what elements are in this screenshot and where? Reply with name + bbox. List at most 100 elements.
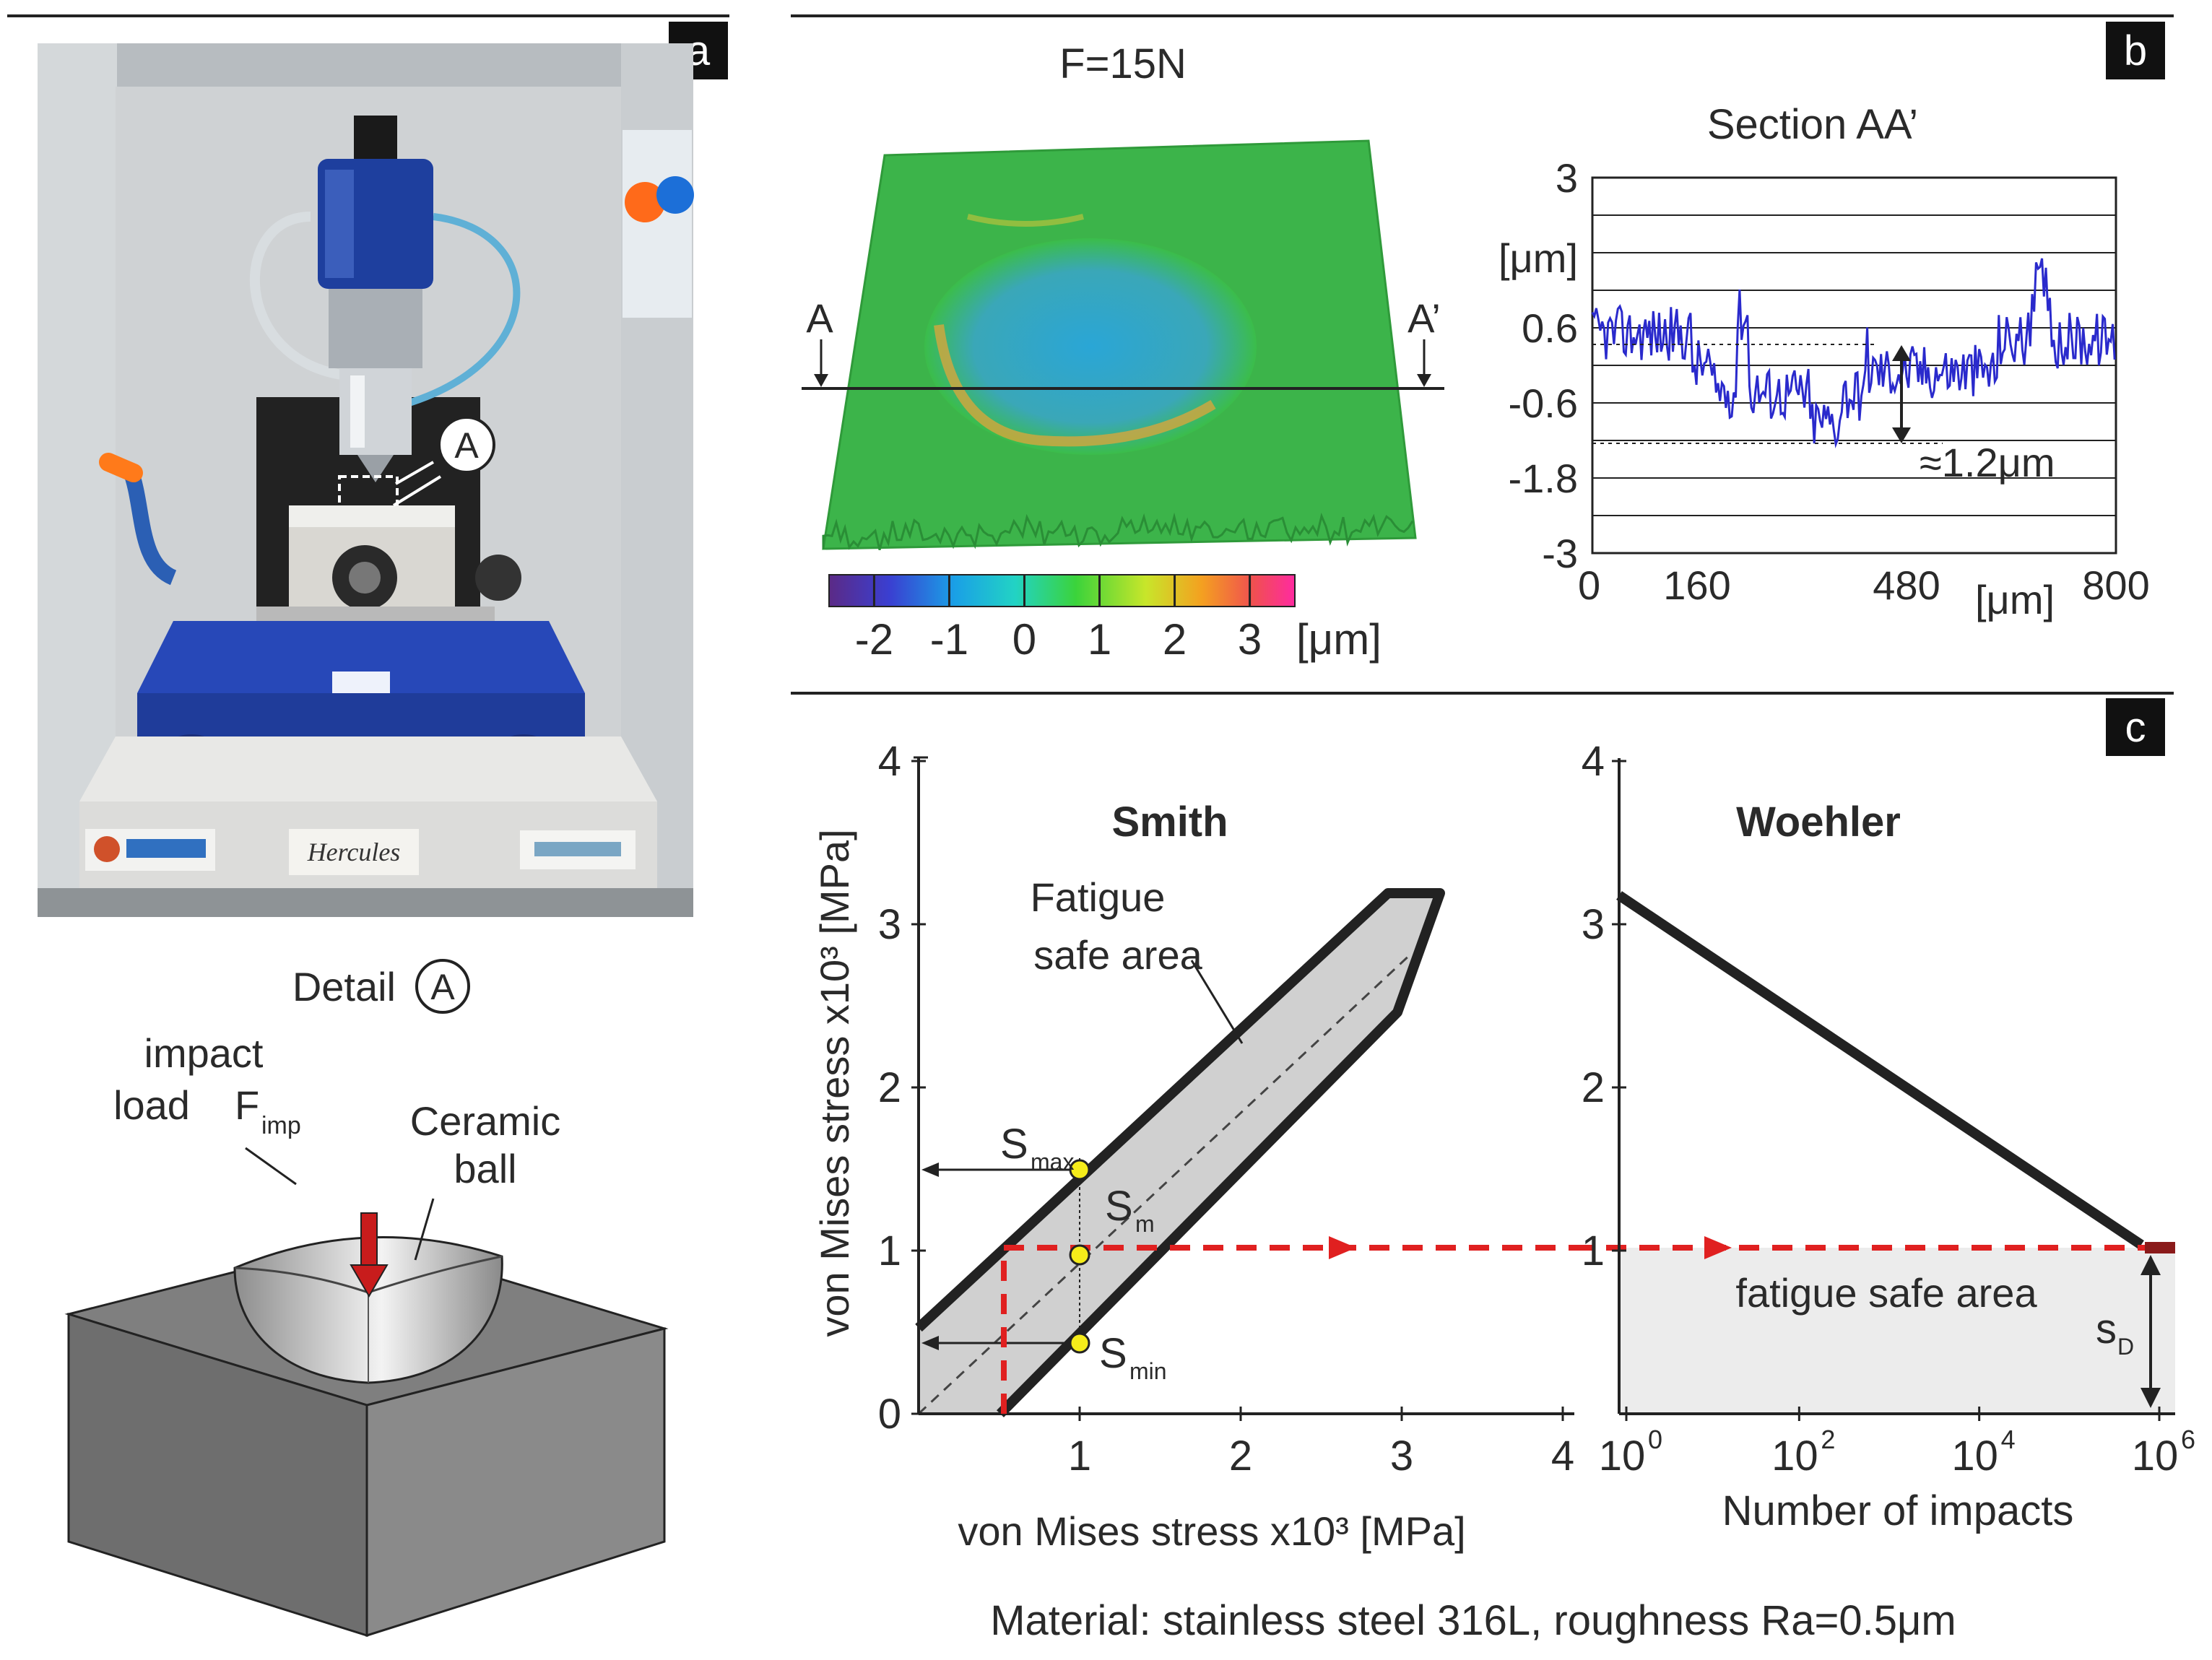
sd-subscript: D [2117,1334,2134,1360]
section-end-label: A’ [1408,295,1441,341]
sd-label: s [2096,1305,2117,1352]
profile-x-unit: [μm] [1975,577,2055,622]
woehler-x-tick-exponent: 0 [1648,1425,1662,1454]
smith-y-label: von Mises stress x10³ [MPa] [812,829,857,1337]
smith-threshold-line [1001,1245,1573,1414]
woehler-x-tick-base: 10 [2132,1433,2179,1479]
callout-a-letter: A [454,425,479,466]
detail-a-circle [415,959,470,1014]
surface-topography [802,139,1444,550]
profile-y-unit: [μm] [1498,235,1578,281]
detail-a-circle-letter: A [430,967,455,1007]
impact-label: impact [144,1030,264,1076]
ball-leader [414,1198,435,1261]
woehler-safe-region [1619,1248,2175,1414]
smax-label: S [1000,1121,1028,1168]
smith-y-tick-label: 0 [878,1391,901,1438]
profile-plot: 3 0.6 -0.6 -1.8 -30 160 480 800 [1509,155,2150,608]
load-label: load [113,1082,190,1128]
panel-c-letter: c [2125,704,2146,751]
profile-y-tick: -3 [1542,531,1578,576]
woehler-x-label: Number of impacts [1722,1487,2074,1534]
profile-y-tick: -1.8 [1509,456,1579,501]
smin-subscript: min [1129,1358,1167,1384]
woehler-y-tick-label: 3 [1582,901,1605,948]
panel-b-letter-box [2106,22,2165,79]
woehler-x-tick-base: 10 [1599,1433,1646,1479]
profile-y-tick: 0.6 [1522,305,1578,351]
woehler-y-tick-label: 1 [1582,1227,1605,1274]
blue-base-plate [137,693,585,736]
force-leader [245,1147,297,1186]
safe-area-leader [1190,960,1244,1044]
indent-crater [924,238,1257,455]
surface-title: F=15N [1059,40,1187,87]
force-symbol: F [235,1082,259,1128]
ceramic-label: Ceramic [410,1098,560,1144]
smith-x-tick-label: 4 [1551,1433,1574,1479]
smith-y-tick-label: 4 [878,738,901,785]
smax-subscript: max [1031,1149,1074,1175]
smith-x-tick-label: 1 [1068,1433,1091,1479]
panel-a: a [7,14,729,1638]
woehler-x-tick-exponent: 2 [1821,1425,1835,1454]
woehler-title: Woehler [1736,799,1901,846]
profile-y-tick: -0.6 [1509,381,1579,426]
smith-safe-region [919,893,1440,1414]
section-start-label: A [806,295,833,341]
woehler-safe-label: fatigue safe area [1735,1270,2037,1316]
profile-x-tick: 0 [1578,562,1600,608]
smith-x-tick-label: 2 [1229,1433,1252,1479]
profile-y-tick: 3 [1556,155,1578,201]
smin-label: S [1099,1330,1127,1377]
woehler-x-tick-base: 10 [1951,1433,1998,1479]
profile-x-tick: 800 [2082,562,2149,608]
profile-title: Section AA’ [1707,101,1918,148]
woehler-x-tick-base: 10 [1771,1433,1818,1479]
hercules-label: Hercules [307,838,401,866]
depth-label: ≈1.2μm [1920,440,2055,485]
panel-b-letter: b [2124,27,2147,74]
callout-a-marker [438,416,495,474]
safe-area-line2: safe area [1033,932,1202,978]
colorbar-tick-label: 3 [1238,615,1262,664]
ceramic-ball [233,1236,503,1384]
colorbar-unit: [μm] [1296,615,1382,664]
sm-marker [1069,1244,1090,1266]
colorbar-tick-label: -1 [930,615,968,664]
smith-y-tick-label: 3 [878,901,901,948]
woehler-x-tick-exponent: 6 [2181,1425,2195,1454]
colorbar-tick-label: 1 [1088,615,1111,664]
smith-diagram: 0 1 2 3 4 1 2 3 4 [878,738,1574,1479]
panel-c-letter-box [2106,698,2165,756]
smith-title: Smith [1111,799,1228,846]
woehler-y-tick-label: 4 [1582,738,1605,785]
smith-y-tick-label: 2 [878,1064,901,1111]
detail-a-title: Detail [292,964,396,1009]
smith-x-label: von Mises stress x10³ [MPa] [958,1508,1465,1554]
smax-marker [1069,1159,1090,1181]
impact-arrow [350,1212,389,1298]
safe-area-line1: Fatigue [1031,874,1166,920]
woehler-y-tick-label: 2 [1582,1064,1605,1111]
smith-y-tick-label: 1 [878,1227,901,1274]
force-subscript: imp [261,1112,301,1139]
sm-subscript: m [1135,1211,1155,1237]
colorbar-tick-label: 2 [1163,615,1187,664]
sm-label: S [1105,1183,1133,1230]
woehler-curve [1616,891,2144,1249]
smith-x-tick-label: 3 [1390,1433,1413,1479]
profile-x-tick: 480 [1873,562,1940,608]
panel-c: c 0 1 2 3 4 1 2 3 4 Smith Fatigue safe area S m [791,692,2195,1644]
profile-x-tick: 160 [1663,562,1730,608]
panel-b: b F=15N [791,14,2174,664]
safety-poster [623,130,692,318]
ball-label: ball [454,1146,516,1191]
machine-photo: Hercules A [38,43,694,917]
material-note: Material: stainless steel 316L, roughnes… [990,1597,1956,1644]
smin-marker [1069,1332,1090,1354]
profile-series [1591,258,2116,448]
woehler-x-tick-exponent: 4 [2001,1425,2016,1454]
